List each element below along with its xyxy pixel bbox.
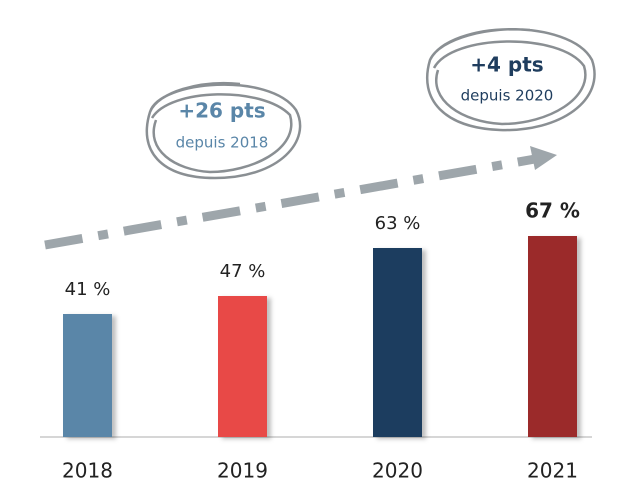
scribble — [145, 82, 302, 180]
circle-1 — [145, 82, 302, 180]
x-tick-label: 2020 — [372, 459, 423, 483]
x-tick-label: 2021 — [527, 459, 578, 483]
value-label: 47 % — [220, 261, 266, 282]
annotation-text: depuis 2020 — [461, 87, 554, 105]
circle-2 — [425, 28, 596, 132]
trend-line — [44, 154, 536, 250]
bar — [373, 248, 422, 437]
x-tick-label: 2018 — [62, 459, 113, 483]
annotation-title: +26 pts — [178, 99, 265, 123]
trend-arrow — [44, 146, 557, 250]
bar — [218, 296, 267, 437]
bar — [528, 236, 577, 437]
annotation-text: depuis 2018 — [176, 134, 269, 152]
scribble — [425, 28, 596, 132]
annotation-title: +4 pts — [470, 53, 543, 77]
arrow-head — [530, 146, 557, 170]
value-label: 67 % — [525, 199, 580, 223]
bar — [63, 314, 112, 437]
scribble — [150, 93, 293, 174]
scribble — [432, 40, 587, 126]
value-label: 63 % — [375, 213, 421, 234]
value-label: 41 % — [65, 279, 111, 300]
x-tick-label: 2019 — [217, 459, 268, 483]
